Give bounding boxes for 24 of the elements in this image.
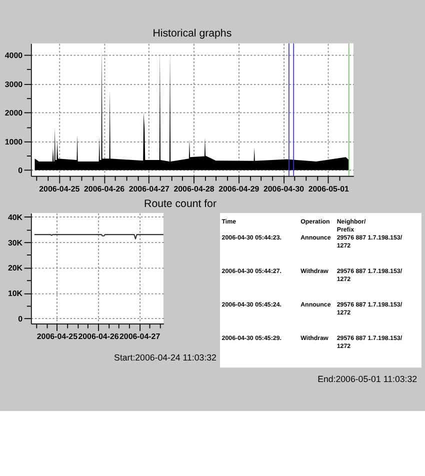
x-tick-label: 2006-04-26: [84, 184, 126, 194]
x-tick-label: 2006-04-30: [263, 184, 305, 194]
text: Start:2006-04-24 11:03:32: [114, 352, 217, 363]
y-tick-label: 4000: [4, 50, 24, 60]
y-tick-label: 20K: [8, 264, 23, 273]
x-tick-label: 2006-04-25: [36, 332, 78, 341]
text: End:2006-05-01 11:03:32: [318, 374, 418, 384]
x-tick-label: 2006-05-01: [308, 184, 350, 194]
x-tick-label: 2006-04-28: [174, 184, 215, 194]
chart-title: Route count for: [144, 198, 217, 210]
y-tick-label: 40K: [8, 212, 23, 222]
x-tick-label: 2006-04-25: [39, 184, 80, 194]
y-tick-label: 0: [18, 314, 24, 324]
x-tick-label: 2006-04-27: [128, 184, 170, 194]
y-tick-label: 10K: [8, 289, 23, 298]
x-tick-label: 2006-04-29: [218, 184, 260, 194]
y-tick-label: 0: [18, 166, 24, 176]
x-tick-label: 2006-04-26: [78, 332, 120, 341]
y-tick-label: 2000: [4, 108, 24, 118]
x-tick-label: 2006-04-27: [120, 332, 161, 341]
chart-title: Historical graphs: [152, 28, 232, 40]
y-tick-label: 3000: [4, 80, 24, 89]
y-tick-label: 1000: [4, 137, 24, 146]
y-tick-label: 30K: [8, 238, 23, 248]
